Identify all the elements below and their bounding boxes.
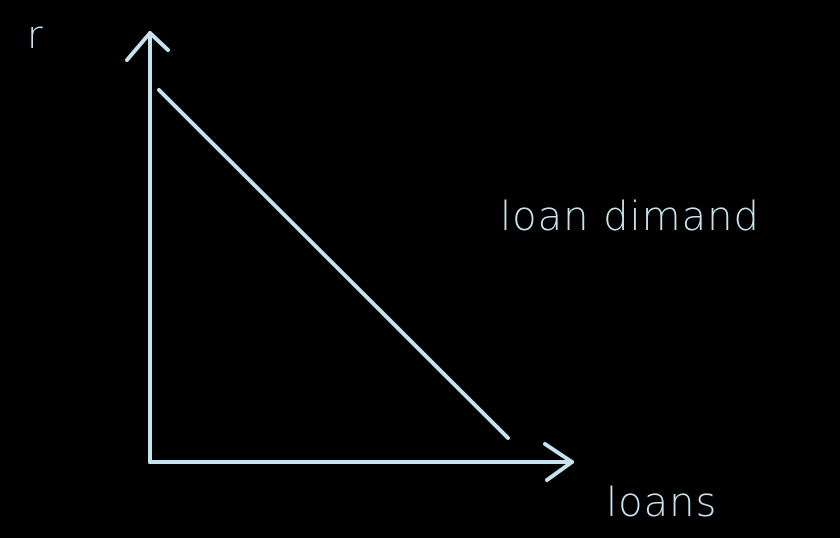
x-axis-label: loans — [606, 480, 717, 526]
x-axis-arrowhead — [543, 442, 574, 482]
curve-label: loan dimand — [500, 194, 760, 240]
y-axis-arrowhead — [125, 31, 170, 62]
loan-demand-curve — [157, 88, 510, 440]
y-axis-label: r — [27, 13, 44, 57]
